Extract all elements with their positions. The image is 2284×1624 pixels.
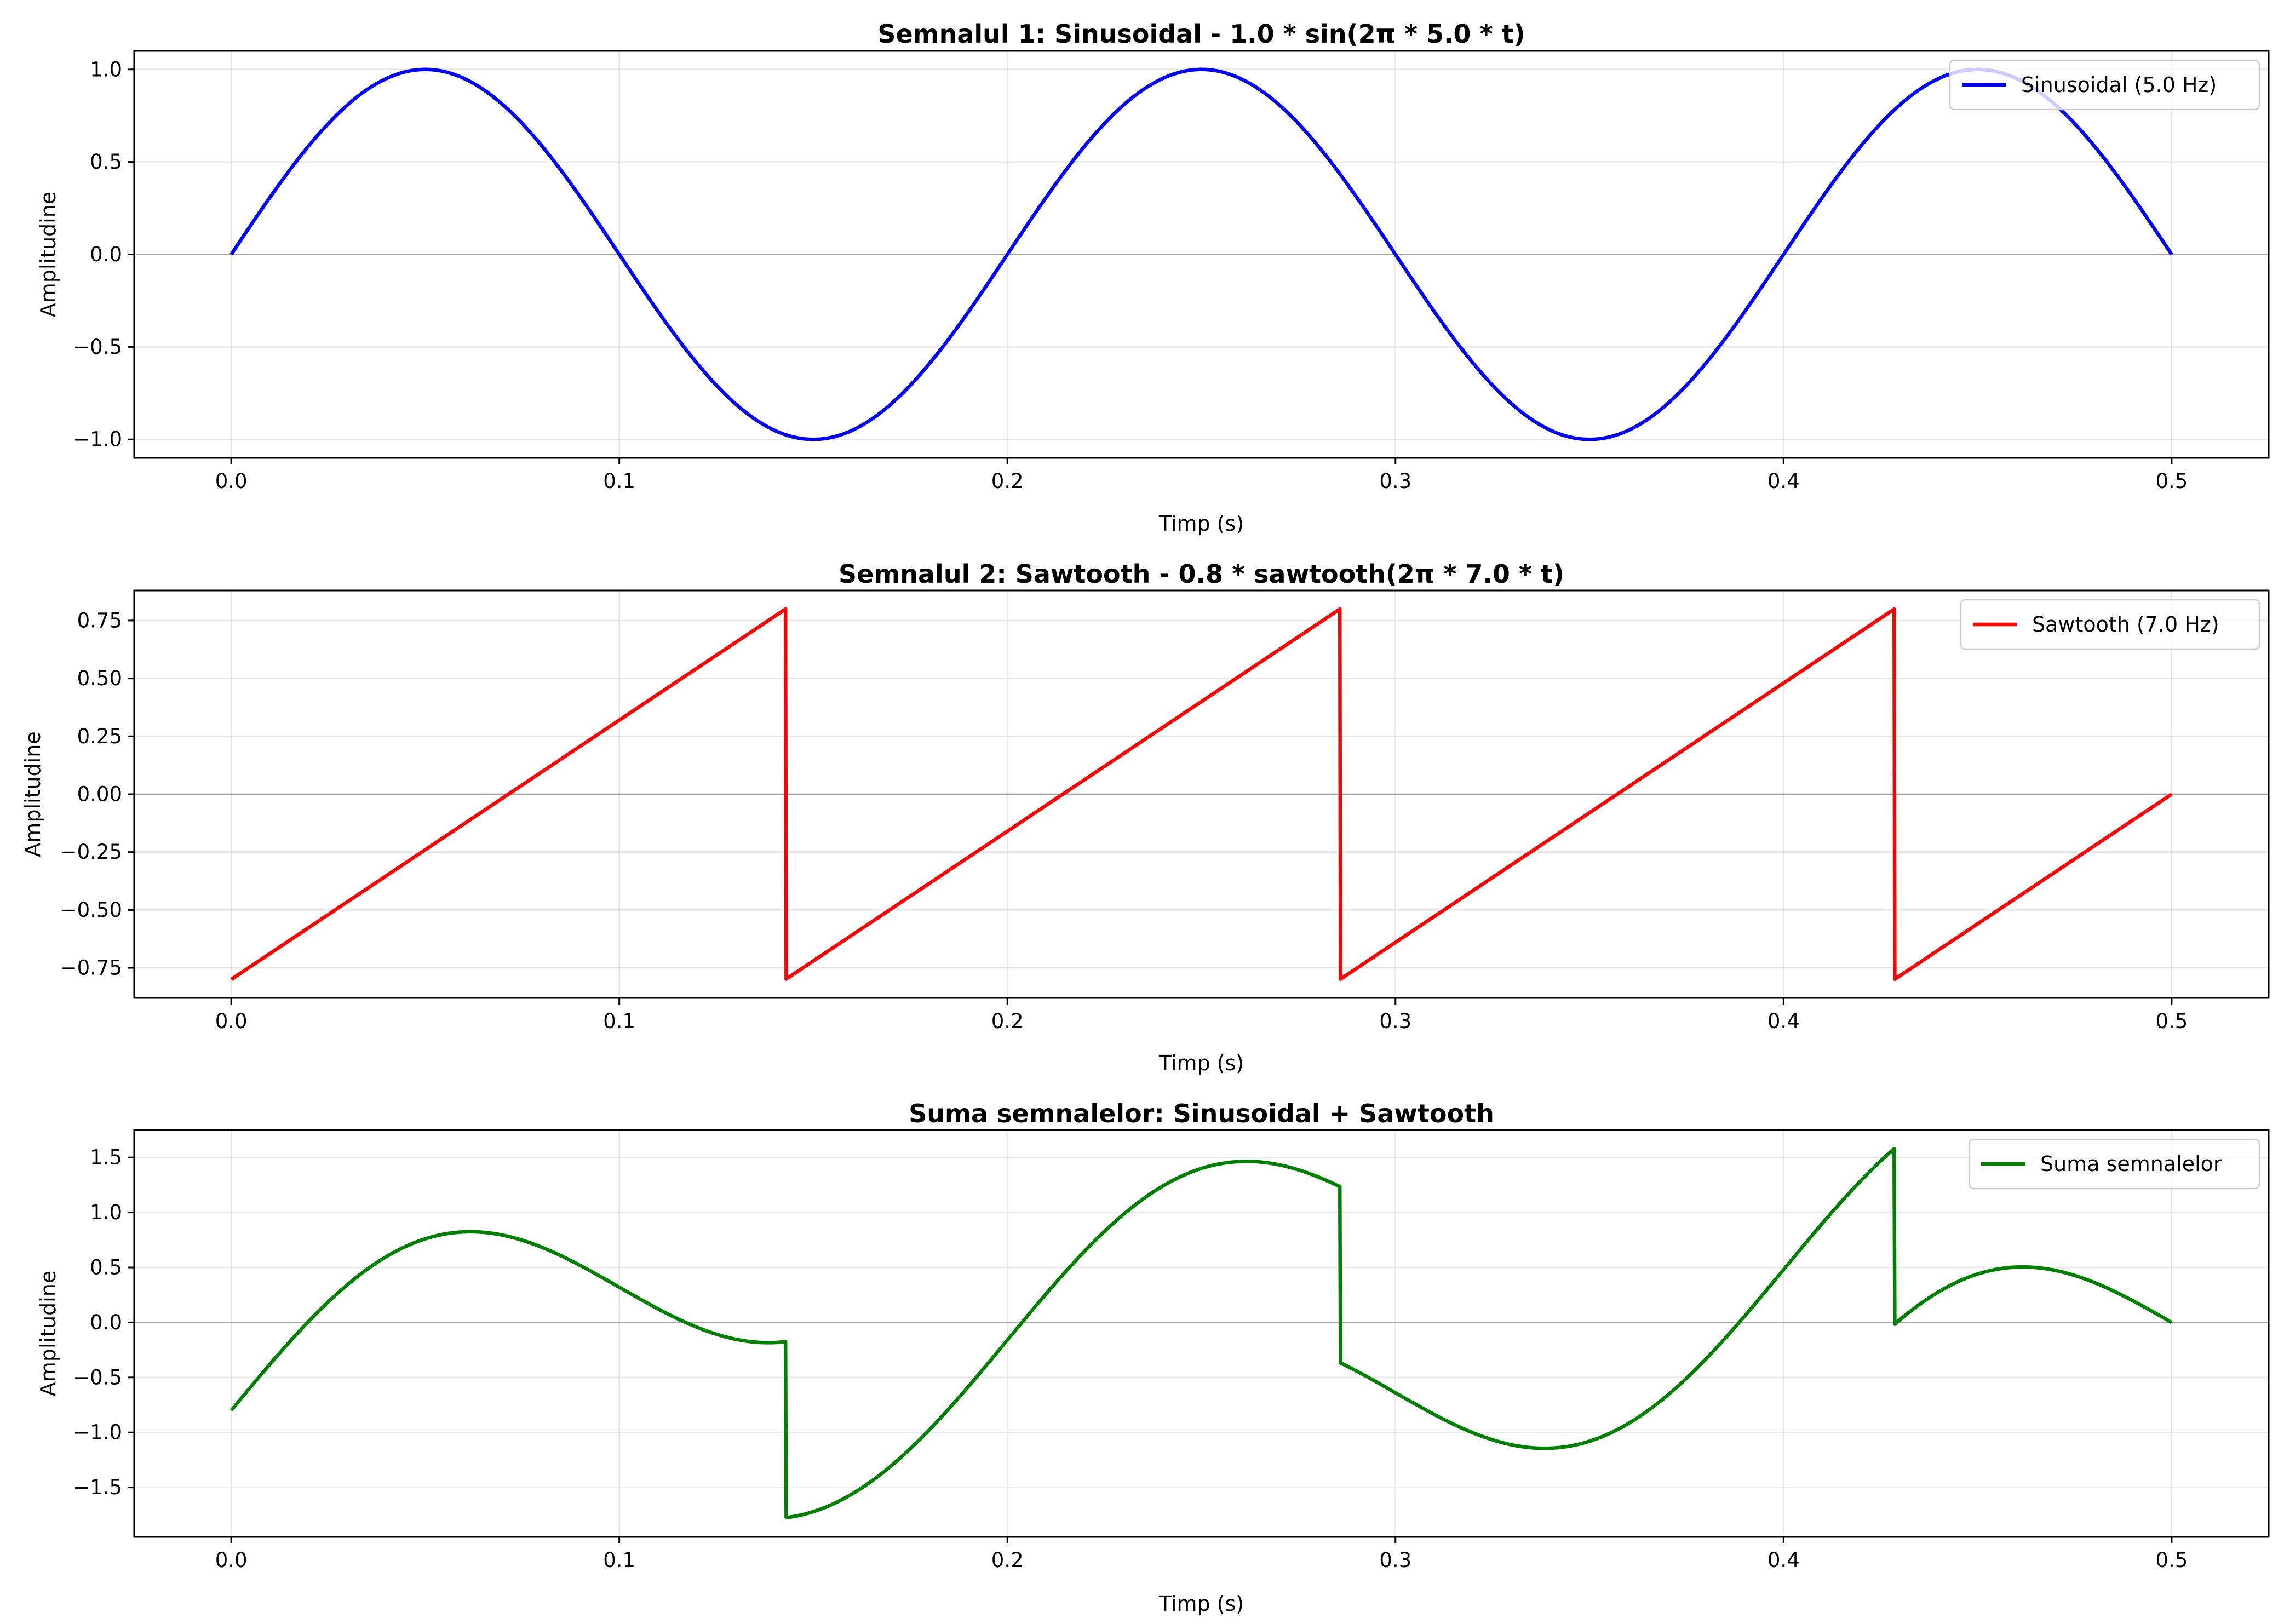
y-axis-label: Amplitudine xyxy=(21,731,45,857)
legend-label: Sawtooth (7.0 Hz) xyxy=(2032,612,2219,636)
x-tick-label: 0.1 xyxy=(603,1548,635,1572)
x-tick-label: 0.3 xyxy=(1379,1548,1411,1572)
y-tick-label: 1.0 xyxy=(90,58,122,81)
x-tick-label: 0.5 xyxy=(2155,1548,2188,1572)
y-tick-label: 0.75 xyxy=(77,609,122,632)
x-tick-label: 0.0 xyxy=(215,469,248,493)
y-tick-label: 0.0 xyxy=(90,243,122,266)
y-tick-label: 1.0 xyxy=(90,1201,122,1224)
x-tick-label: 0.4 xyxy=(1767,469,1800,493)
subplot-2: 0.0 0.1 0.2 0.3 0.4 0.5 −0.75 −0.50 −0.25 0.00 0.2… xyxy=(21,559,2270,1075)
y-tick-label: −0.50 xyxy=(60,898,122,922)
x-tick-label: 0.3 xyxy=(1379,469,1411,493)
y-tick-label: −0.25 xyxy=(60,840,122,864)
y-tick-label: 0.5 xyxy=(90,1256,122,1279)
x-tick-label: 0.0 xyxy=(215,1548,248,1572)
y-tick-label: −1.0 xyxy=(73,428,122,451)
x-axis-label: Timp (s) xyxy=(1158,1051,1244,1075)
legend-label: Suma semnalelor xyxy=(2040,1152,2222,1176)
y-tick-label: 1.5 xyxy=(90,1146,122,1169)
legend: Suma semnalelor xyxy=(1968,1138,2260,1190)
y-axis-label: Amplitudine xyxy=(36,192,60,317)
series-line-1-1 xyxy=(229,67,2173,441)
x-axis-label: Timp (s) xyxy=(1158,512,1244,536)
chart-title: Suma semnalelor: Sinusoidal + Sawtooth xyxy=(909,1099,1494,1128)
x-tick-label: 0.5 xyxy=(2155,469,2188,493)
y-tick-label: −1.5 xyxy=(73,1476,122,1499)
y-tick-label: 0.25 xyxy=(77,725,122,748)
x-tick-label: 0.4 xyxy=(1767,1009,1800,1033)
series-line-3-1 xyxy=(229,1146,2173,1519)
chart-title: Semnalul 1: Sinusoidal - 1.0 * sin(2π * … xyxy=(877,19,1525,49)
legend-label: Sinusoidal (5.0 Hz) xyxy=(2021,73,2217,97)
y-tick-label: −0.75 xyxy=(60,956,122,980)
x-tick-label: 0.2 xyxy=(991,1009,1024,1033)
y-tick-label: 0.5 xyxy=(90,150,122,174)
x-tick-label: 0.4 xyxy=(1767,1548,1800,1572)
x-tick-label: 0.2 xyxy=(991,469,1024,493)
y-tick-label: 0.0 xyxy=(90,1311,122,1334)
subplot-3: 0.0 0.1 0.2 0.3 0.4 0.5 −1.5 −1.0 −0.5 0.0 0.5 1.0 1… xyxy=(36,1099,2270,1616)
y-tick-label: 0.50 xyxy=(77,667,122,690)
x-tick-label: 0.1 xyxy=(603,469,635,493)
legend: Sinusoidal (5.0 Hz) xyxy=(1949,59,2260,111)
legend-box xyxy=(1960,599,2260,650)
x-tick-label: 0.5 xyxy=(2155,1009,2188,1033)
legend-box xyxy=(1949,59,2260,111)
legend-box xyxy=(1968,1138,2260,1190)
x-tick-label: 0.1 xyxy=(603,1009,635,1033)
y-tick-label: −1.0 xyxy=(73,1421,122,1444)
y-axis-label: Amplitudine xyxy=(36,1271,60,1396)
x-tick-label: 0.3 xyxy=(1379,1009,1411,1033)
legend: Sawtooth (7.0 Hz) xyxy=(1960,599,2260,650)
x-tick-label: 0.2 xyxy=(991,1548,1024,1572)
y-tick-label: −0.5 xyxy=(73,1365,122,1389)
series-line-2-1 xyxy=(230,607,2173,981)
subplot-1: 0.0 0.1 0.2 0.3 0.4 0.5 −1.0 −0.5 0.0 0.5 1.0 Semna… xyxy=(36,19,2270,536)
axes-frame xyxy=(133,1129,2270,1538)
chart-title: Semnalul 2: Sawtooth - 0.8 * sawtooth(2π… xyxy=(839,559,1564,589)
y-tick-label: −0.5 xyxy=(73,335,122,359)
y-tick-label: 0.00 xyxy=(77,783,122,806)
x-axis-label: Timp (s) xyxy=(1158,1592,1244,1616)
x-tick-label: 0.0 xyxy=(215,1009,248,1033)
